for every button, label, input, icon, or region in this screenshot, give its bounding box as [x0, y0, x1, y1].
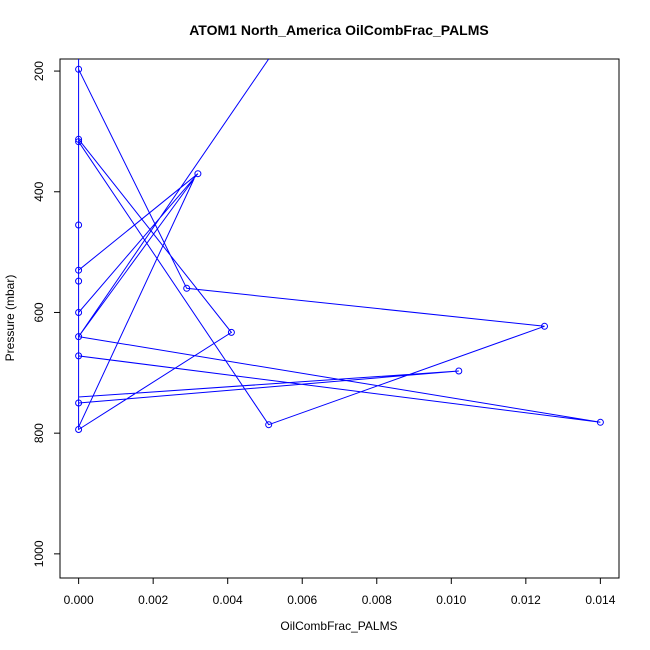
x-tick-label: 0.012 [511, 593, 541, 607]
data-point [75, 277, 83, 285]
chart-title: ATOM1 North_America OilCombFrac_PALMS [189, 22, 489, 38]
series-line [77, 59, 601, 431]
data-point [75, 138, 83, 146]
data-point [75, 426, 83, 433]
data-point [75, 135, 83, 143]
data-point [75, 221, 83, 229]
x-tick-label: 0.000 [64, 593, 94, 607]
y-tick-label: 600 [32, 302, 46, 322]
plot-frame [59, 58, 620, 579]
y-tick-label: 1000 [32, 540, 46, 567]
x-axis: 0.000 0.002 0.004 0.006 0.008 0.010 0.012 0.014 [64, 577, 616, 607]
x-tick-label: 0.014 [585, 593, 615, 607]
x-axis-label: OilCombFrac_PALMS [280, 619, 397, 633]
series-layer [75, 59, 604, 433]
x-tick-label: 0.008 [362, 593, 392, 607]
data-point [75, 309, 83, 316]
y-axis-label: Pressure (mbar) [3, 275, 17, 362]
x-tick-label: 0.004 [213, 593, 243, 607]
data-point [194, 170, 202, 178]
y-tick-label: 400 [32, 181, 46, 201]
data-point [183, 284, 191, 292]
data-point [455, 367, 463, 375]
data-point [265, 421, 273, 429]
data-point [75, 333, 83, 341]
data-point [227, 328, 235, 336]
x-tick-label: 0.006 [287, 593, 317, 607]
data-point [75, 352, 83, 360]
x-tick-label: 0.010 [436, 593, 466, 607]
data-point [75, 65, 83, 73]
data-point [541, 322, 548, 330]
y-tick-label: 200 [32, 61, 46, 81]
y-axis: 200 400 600 800 1000 [32, 61, 60, 567]
data-point [596, 418, 604, 426]
x-tick-label: 0.002 [138, 593, 168, 607]
data-point [75, 399, 83, 407]
y-tick-label: 800 [32, 423, 46, 443]
data-point [75, 266, 83, 274]
